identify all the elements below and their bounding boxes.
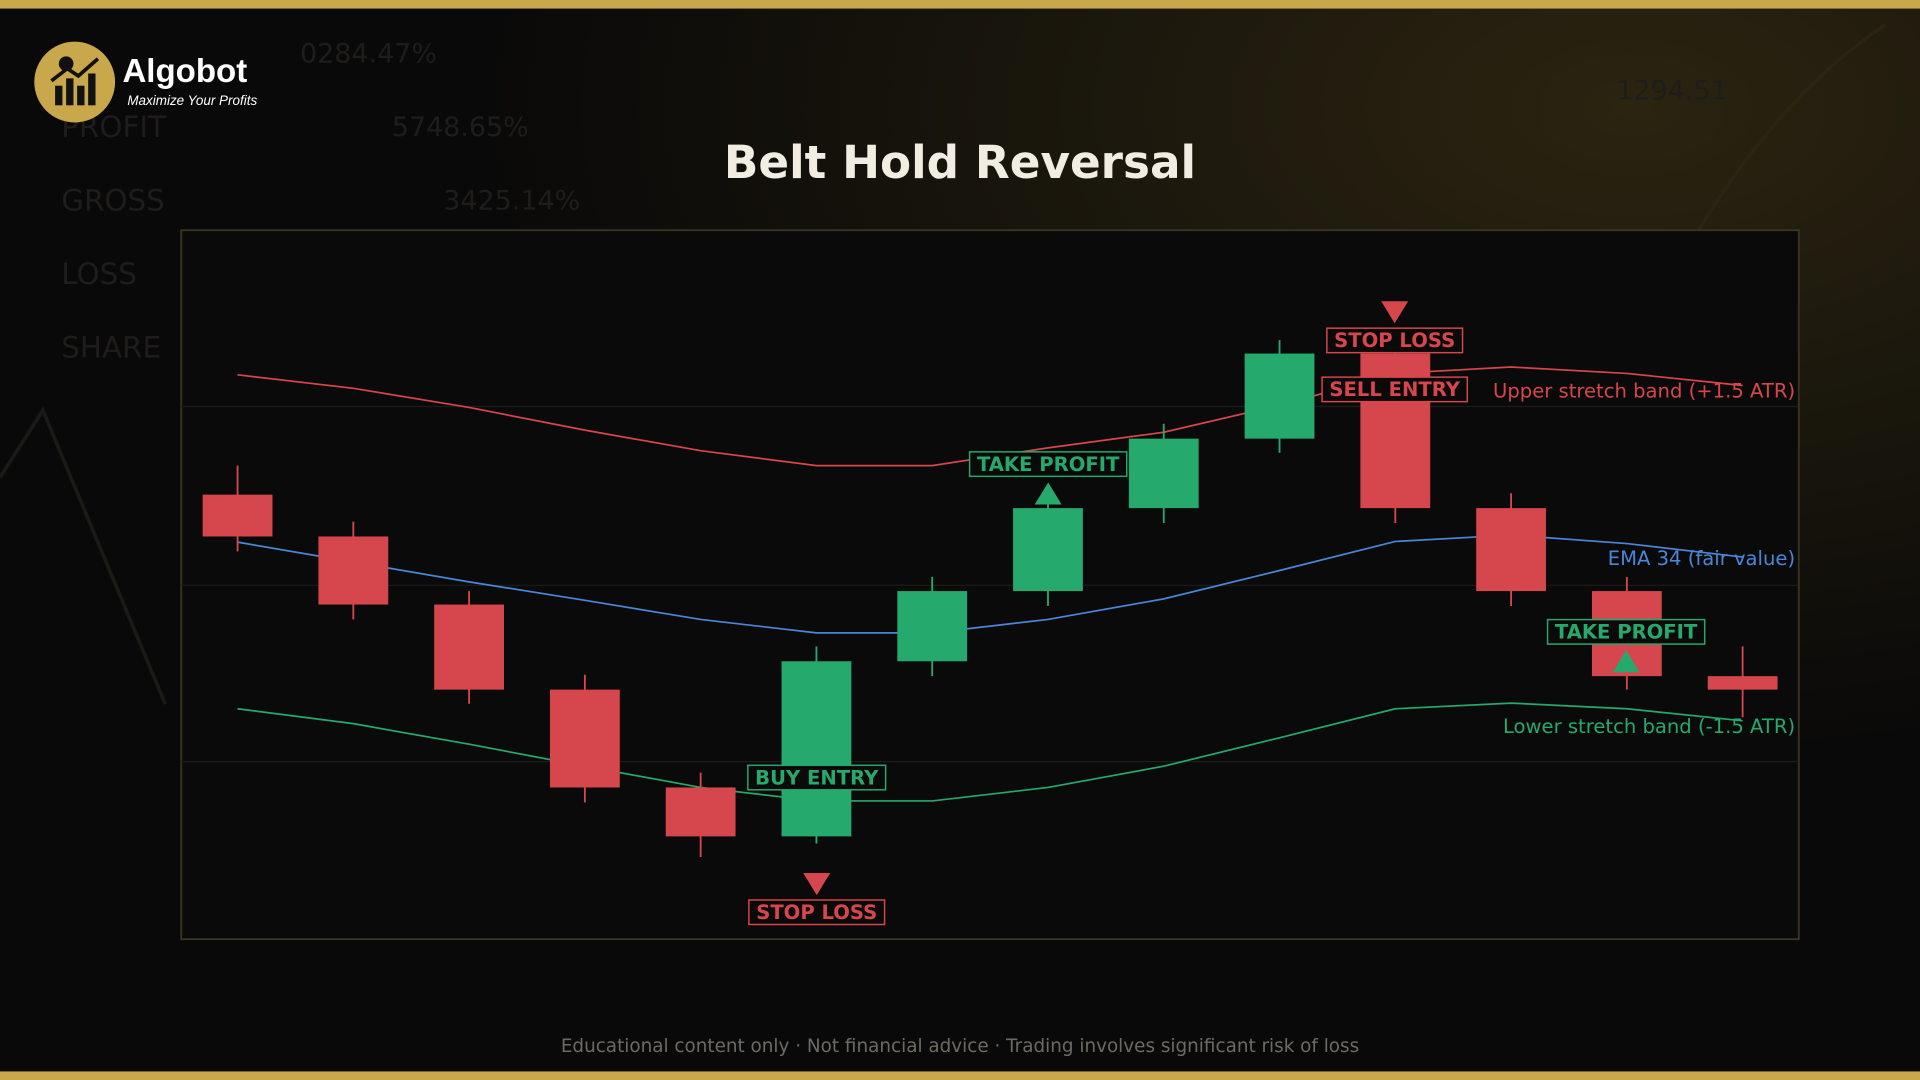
candle-body (1013, 508, 1083, 592)
annotation-label: TAKE PROFIT (977, 453, 1120, 476)
logo-icon (55, 85, 63, 106)
candle-body (549, 689, 620, 788)
bg-decor (0, 406, 168, 705)
annotation-label: SELL ENTRY (1329, 378, 1460, 401)
candle-body (665, 787, 736, 837)
plot-frame (180, 229, 1800, 941)
marker-down (1381, 301, 1409, 324)
line-label: EMA 34 (fair value) (1608, 547, 1795, 570)
annotation: SELL ENTRY (1321, 376, 1469, 403)
candle-body (434, 604, 504, 690)
candle-body (1707, 676, 1778, 690)
bg-number: 5748.65% (392, 112, 529, 143)
band-line (237, 702, 1743, 802)
annotation: STOP LOSS (1326, 301, 1464, 354)
annotation-label: STOP LOSS (1334, 329, 1455, 352)
top-bar (0, 0, 1920, 9)
logo-icon (77, 85, 85, 106)
bg-number: 1294.51 (1616, 75, 1727, 106)
separator: · (989, 1036, 1007, 1057)
logo-icon (50, 57, 100, 83)
line-label: Lower stretch band (-1.5 ATR) (1503, 715, 1795, 738)
annotation-label: BUY ENTRY (755, 766, 879, 789)
annotation-label: STOP LOSS (756, 901, 877, 924)
annotation-box (748, 899, 886, 926)
annotation-box (1326, 327, 1464, 354)
candle-body (1128, 438, 1199, 509)
footer-item: Not financial advice (807, 1036, 989, 1057)
annotation: TAKE PROFIT (968, 451, 1128, 505)
candle-body (781, 661, 852, 837)
footer: Educational content only · Not financial… (561, 1036, 1359, 1057)
logo-icon (58, 56, 74, 72)
annotation-box (968, 451, 1128, 478)
annotation-label: TAKE PROFIT (1555, 621, 1698, 644)
bg-label: SHARE (61, 330, 161, 364)
bg-label: LOSS (61, 257, 137, 291)
annotation-box (1321, 376, 1469, 403)
footer-text: Educational content only · Not financial… (561, 1036, 1359, 1057)
bottom-bar (0, 1071, 1920, 1080)
logo-icon (66, 78, 74, 106)
line-label: Upper stretch band (+1.5 ATR) (1493, 379, 1795, 402)
candle-body (202, 494, 273, 537)
separator: · (789, 1036, 807, 1057)
marker-up (1034, 482, 1062, 505)
annotation: BUY ENTRY (747, 764, 887, 791)
marker-down (803, 873, 831, 896)
candle-body (897, 591, 968, 662)
bg-label: GROSS (61, 184, 165, 218)
footer-item: Educational content only (561, 1036, 790, 1057)
footer-item: Trading involves significant risk of los… (1005, 1036, 1359, 1057)
annotation-box (1546, 618, 1706, 645)
chart-title: Belt Hold Reversal (724, 136, 1196, 189)
bg-decor (1688, 22, 1887, 246)
annotation-box (747, 764, 887, 791)
bg-number: 0284.47% (300, 39, 437, 70)
logo-icon (88, 73, 96, 106)
marker-up (1612, 650, 1640, 673)
bg-number: 3425.14% (443, 186, 580, 217)
brand-tagline: Maximize Your Profits (127, 93, 257, 108)
logo-circle (34, 41, 116, 123)
candle-body (318, 536, 389, 605)
logo: Algobot Maximize Your Profits (34, 41, 257, 123)
candle-body (1476, 508, 1546, 592)
candle-body (1244, 353, 1315, 439)
brand-name: Algobot (122, 53, 247, 90)
annotation: TAKE PROFIT (1546, 618, 1706, 673)
annotation: STOP LOSS (748, 873, 886, 926)
plot: Upper stretch band (+1.5 ATR) EMA 34 (fai… (202, 301, 1795, 926)
